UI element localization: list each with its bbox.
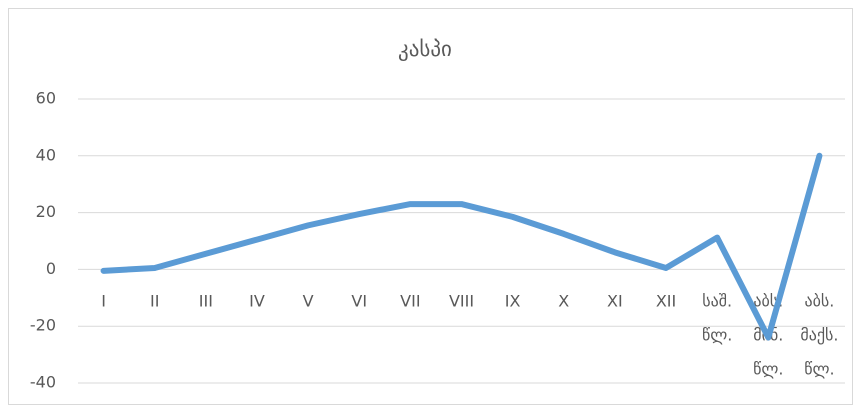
x-tick-label: IV bbox=[249, 291, 265, 310]
x-tick-label: აბს. მაქს. წლ. bbox=[800, 291, 838, 378]
x-tick-label: XII bbox=[656, 291, 676, 310]
y-tick-label: -20 bbox=[30, 316, 56, 335]
x-tick-label: X bbox=[558, 291, 569, 310]
x-tick-label: XI bbox=[607, 291, 623, 310]
y-tick-label: 60 bbox=[36, 89, 56, 108]
chart-title: კასპი bbox=[398, 37, 452, 61]
x-tick-label: IX bbox=[505, 291, 521, 310]
data-line bbox=[100, 152, 823, 341]
x-tick-label: II bbox=[150, 291, 159, 310]
x-tick-label: I bbox=[101, 291, 106, 310]
x-tick-label: VII bbox=[400, 291, 420, 310]
x-tick-label: V bbox=[303, 291, 314, 310]
y-tick-label: 20 bbox=[36, 202, 56, 221]
x-tick-label: VI bbox=[351, 291, 367, 310]
x-tick-label: საშ. წლ. bbox=[702, 291, 732, 344]
y-tick-label: 0 bbox=[46, 259, 56, 278]
y-tick-label: 40 bbox=[36, 145, 56, 164]
x-tick-label: VIII bbox=[449, 291, 474, 310]
x-tick-label: III bbox=[199, 291, 213, 310]
y-tick-label: -40 bbox=[30, 373, 56, 392]
